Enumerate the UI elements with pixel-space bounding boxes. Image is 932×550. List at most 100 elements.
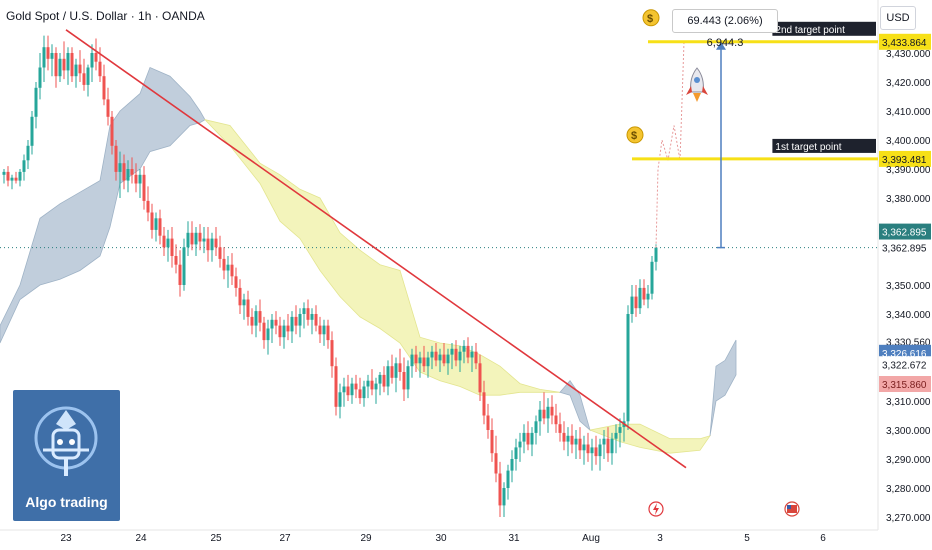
candle-78 (314, 314, 318, 326)
candle-22 (90, 53, 94, 68)
candle-2 (10, 177, 14, 181)
rocket-window (694, 77, 700, 83)
candle-100 (402, 372, 406, 390)
candle-17 (70, 53, 74, 77)
price-tag-4: 3,315.860 (882, 380, 927, 391)
candle-128 (514, 447, 518, 459)
candle-163 (654, 247, 658, 262)
candle-102 (410, 354, 414, 367)
x-tick-9: 5 (744, 533, 750, 544)
candle-86 (346, 386, 350, 396)
candle-4 (18, 171, 22, 181)
candle-118 (474, 351, 478, 364)
candle-92 (370, 380, 374, 390)
candle-156 (626, 314, 630, 422)
candle-62 (250, 316, 254, 326)
candle-8 (34, 87, 38, 117)
candle-140 (562, 432, 566, 442)
candle-57 (230, 264, 234, 277)
candle-143 (574, 438, 578, 445)
candle-64 (258, 311, 262, 323)
x-tick-1: 24 (135, 533, 147, 544)
candle-28 (114, 145, 118, 172)
candle-123 (494, 453, 498, 474)
candle-7 (30, 116, 34, 146)
candle-21 (86, 67, 90, 85)
candle-3 (14, 177, 18, 181)
price-tag-bg-1 (879, 239, 931, 256)
candle-38 (154, 218, 158, 230)
candle-60 (242, 299, 246, 306)
candle-33 (134, 174, 138, 184)
money-bag-icon-1 (626, 126, 644, 144)
price-tag-2: 3,326.616 (882, 349, 927, 360)
target-price-tag-1 (879, 150, 931, 167)
candle-41 (166, 238, 170, 248)
x-tick-10: 6 (820, 533, 826, 544)
target-label-box-2 (772, 21, 876, 36)
y-tick-0: 3,270.000 (886, 513, 931, 524)
candle-75 (302, 308, 306, 314)
rocket-flame (693, 93, 701, 102)
candle-142 (570, 435, 574, 445)
candle-14 (58, 58, 62, 77)
y-tick-10: 3,390.000 (886, 165, 931, 176)
measure-arrow-head (716, 41, 726, 50)
candle-122 (490, 430, 494, 454)
candle-43 (174, 256, 178, 265)
x-tick-6: 31 (508, 533, 520, 544)
candle-55 (222, 258, 226, 271)
candle-116 (466, 345, 470, 358)
candle-23 (94, 53, 98, 62)
candle-35 (142, 174, 146, 201)
candle-94 (378, 374, 382, 384)
y-tick-3: 3,300.000 (886, 426, 931, 437)
candle-25 (102, 76, 106, 100)
candle-130 (522, 432, 526, 442)
candle-148 (594, 447, 598, 457)
ichimoku-cloud-blue-4 (709, 339, 737, 436)
target-price-tag-2 (879, 33, 931, 50)
flag-stripes (787, 505, 797, 513)
candle-71 (286, 325, 290, 332)
x-tick-0: 23 (60, 533, 72, 544)
currency-button[interactable]: USD (880, 6, 916, 30)
candle-162 (650, 261, 654, 294)
candle-16 (66, 53, 70, 71)
candle-79 (318, 325, 322, 335)
price-axis (878, 0, 932, 550)
candle-101 (406, 366, 410, 390)
candle-69 (278, 325, 282, 338)
money-bag-symbol-1: $ (631, 130, 637, 142)
candle-154 (618, 427, 622, 433)
candle-158 (634, 296, 638, 309)
y-tick-9: 3,380.000 (886, 194, 931, 205)
candle-19 (78, 64, 82, 74)
candle-47 (190, 232, 194, 245)
candle-96 (386, 366, 390, 387)
candle-77 (310, 314, 314, 320)
price-tag-bg-4 (879, 376, 931, 393)
candle-27 (110, 116, 114, 146)
candle-107 (430, 351, 434, 358)
candle-91 (366, 380, 370, 387)
ichimoku-cloud-yellow-1 (203, 119, 561, 396)
candle-9 (38, 67, 42, 88)
candle-137 (550, 406, 554, 416)
candle-10 (42, 47, 46, 68)
rocket-fin-left (686, 86, 692, 95)
candle-89 (358, 389, 362, 399)
candle-136 (546, 406, 550, 419)
candle-52 (210, 238, 214, 251)
candle-129 (518, 441, 522, 448)
projected-path (655, 41, 685, 248)
candle-125 (502, 488, 506, 506)
x-tick-2: 25 (210, 533, 222, 544)
candle-87 (350, 383, 354, 396)
trendline (65, 29, 687, 469)
candle-84 (338, 392, 342, 407)
candle-152 (610, 438, 614, 454)
candle-44 (178, 264, 182, 285)
candle-97 (390, 366, 394, 378)
